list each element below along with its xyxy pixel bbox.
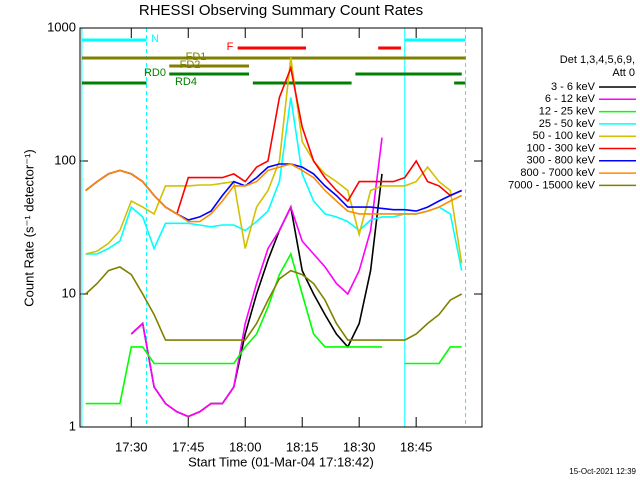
series-line bbox=[130, 137, 383, 418]
series-line bbox=[85, 266, 463, 341]
x-tick-label: 17:30 bbox=[115, 439, 148, 454]
timestamp: 15-Oct-2021 12:39 bbox=[569, 467, 636, 476]
y-axis-label: Count Rate (s⁻¹ detector⁻¹) bbox=[21, 149, 36, 307]
legend-label: 6 - 12 keV bbox=[545, 93, 596, 105]
flag-label: RD0 bbox=[144, 67, 166, 79]
x-tick-label: 18:15 bbox=[286, 439, 319, 454]
series-line bbox=[85, 97, 463, 271]
flag-label: N bbox=[151, 33, 159, 45]
x-tick-label: 18:30 bbox=[343, 439, 376, 454]
flag-label: F bbox=[227, 41, 234, 53]
plot-frame bbox=[79, 27, 483, 428]
series-line bbox=[85, 251, 462, 405]
flag-label: FD1 bbox=[186, 51, 207, 63]
y-tick-label: 100 bbox=[54, 152, 76, 167]
x-tick-label: 18:00 bbox=[229, 439, 262, 454]
x-axis-label: Start Time (01-Mar-04 17:18:42) bbox=[188, 454, 374, 469]
y-tick-label: 1000 bbox=[47, 19, 76, 34]
legend-label: 300 - 800 keV bbox=[527, 155, 596, 167]
series-line bbox=[85, 163, 463, 223]
legend-label: 7000 - 15000 keV bbox=[508, 179, 596, 191]
legend-label: 25 - 50 keV bbox=[539, 118, 596, 130]
legend-header: Att 0 bbox=[612, 67, 635, 79]
legend-label: 50 - 100 keV bbox=[533, 130, 596, 142]
y-tick-label: 10 bbox=[62, 285, 76, 300]
x-tick-label: 18:45 bbox=[400, 439, 433, 454]
series-line bbox=[85, 57, 463, 264]
legend-label: 12 - 25 keV bbox=[539, 106, 596, 118]
flag-label: FD2 bbox=[180, 59, 201, 71]
legend-label: 100 - 300 keV bbox=[527, 142, 596, 154]
legend-header: Det 1,3,4,5,6,9, bbox=[560, 54, 635, 66]
y-tick-label: 1 bbox=[69, 418, 76, 433]
legend-label: 800 - 7000 keV bbox=[520, 167, 595, 179]
legend-label: 3 - 6 keV bbox=[551, 81, 596, 93]
chart-title: RHESSI Observing Summary Count Rates bbox=[139, 2, 423, 19]
x-tick-label: 17:45 bbox=[172, 439, 205, 454]
flag-label: RD4 bbox=[175, 76, 197, 88]
